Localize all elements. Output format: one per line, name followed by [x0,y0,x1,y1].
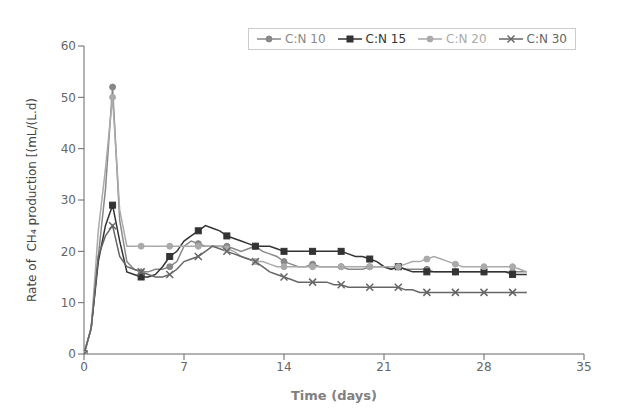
html-text:C:N 15: C:N 15 [365,32,406,46]
html-text:C:N 30: C:N 30 [526,32,567,46]
html-text:C:N 10: C:N 10 [285,32,326,46]
html-text:C:N 20: C:N 20 [446,32,487,46]
svg-text:14: 14 [276,360,291,374]
svg-text:20: 20 [61,245,76,259]
svg-text:21: 21 [376,360,391,374]
svg-text:35: 35 [576,360,591,374]
svg-text:7: 7 [180,360,188,374]
svg-text:50: 50 [61,91,76,105]
svg-text:40: 40 [61,142,76,156]
svg-text:0: 0 [80,360,88,374]
svg-text:Rate of CH₄ production [(mL/(: Rate of CH₄ production [(mL/(L.d) [25,98,39,302]
svg-text:28: 28 [476,360,491,374]
svg-text:60: 60 [61,39,76,53]
svg-text:Time (days): Time (days) [291,388,377,403]
svg-text:0: 0 [68,347,76,361]
svg-text:30: 30 [61,193,76,207]
svg-text:10: 10 [61,296,76,310]
